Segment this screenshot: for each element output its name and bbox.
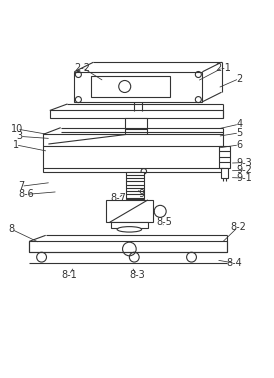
Text: 8-7: 8-7 — [110, 193, 126, 203]
Text: 8-4: 8-4 — [227, 258, 242, 268]
Ellipse shape — [117, 227, 142, 232]
Text: 1: 1 — [13, 140, 19, 150]
Bar — [43, 135, 223, 172]
Bar — [221, 168, 228, 178]
Text: 9-1: 9-1 — [237, 173, 253, 183]
Text: 2-2: 2-2 — [75, 63, 90, 73]
Text: 8-2: 8-2 — [230, 222, 246, 232]
Bar — [29, 241, 227, 252]
Text: 7: 7 — [18, 181, 24, 191]
Bar — [74, 72, 202, 102]
Text: 2: 2 — [236, 74, 242, 84]
Bar — [106, 200, 153, 222]
Bar — [50, 110, 223, 118]
Text: 6: 6 — [236, 140, 242, 150]
Text: 4: 4 — [236, 119, 242, 129]
Text: 10: 10 — [11, 124, 23, 134]
Text: 3: 3 — [17, 132, 23, 141]
Text: 8-1: 8-1 — [61, 270, 77, 280]
Text: 9-3: 9-3 — [237, 158, 253, 167]
Bar — [125, 172, 144, 199]
Text: 8-5: 8-5 — [157, 217, 173, 227]
Bar — [125, 118, 147, 135]
Bar — [111, 222, 148, 228]
Text: 8-3: 8-3 — [129, 270, 145, 280]
Text: 9: 9 — [138, 189, 144, 199]
Bar — [91, 76, 170, 97]
Bar — [219, 146, 230, 168]
Text: 8: 8 — [8, 225, 15, 234]
Text: 5: 5 — [236, 128, 242, 138]
Text: 9-2: 9-2 — [237, 166, 253, 175]
Text: 8-6: 8-6 — [18, 189, 34, 200]
Text: 2-1: 2-1 — [215, 63, 231, 73]
